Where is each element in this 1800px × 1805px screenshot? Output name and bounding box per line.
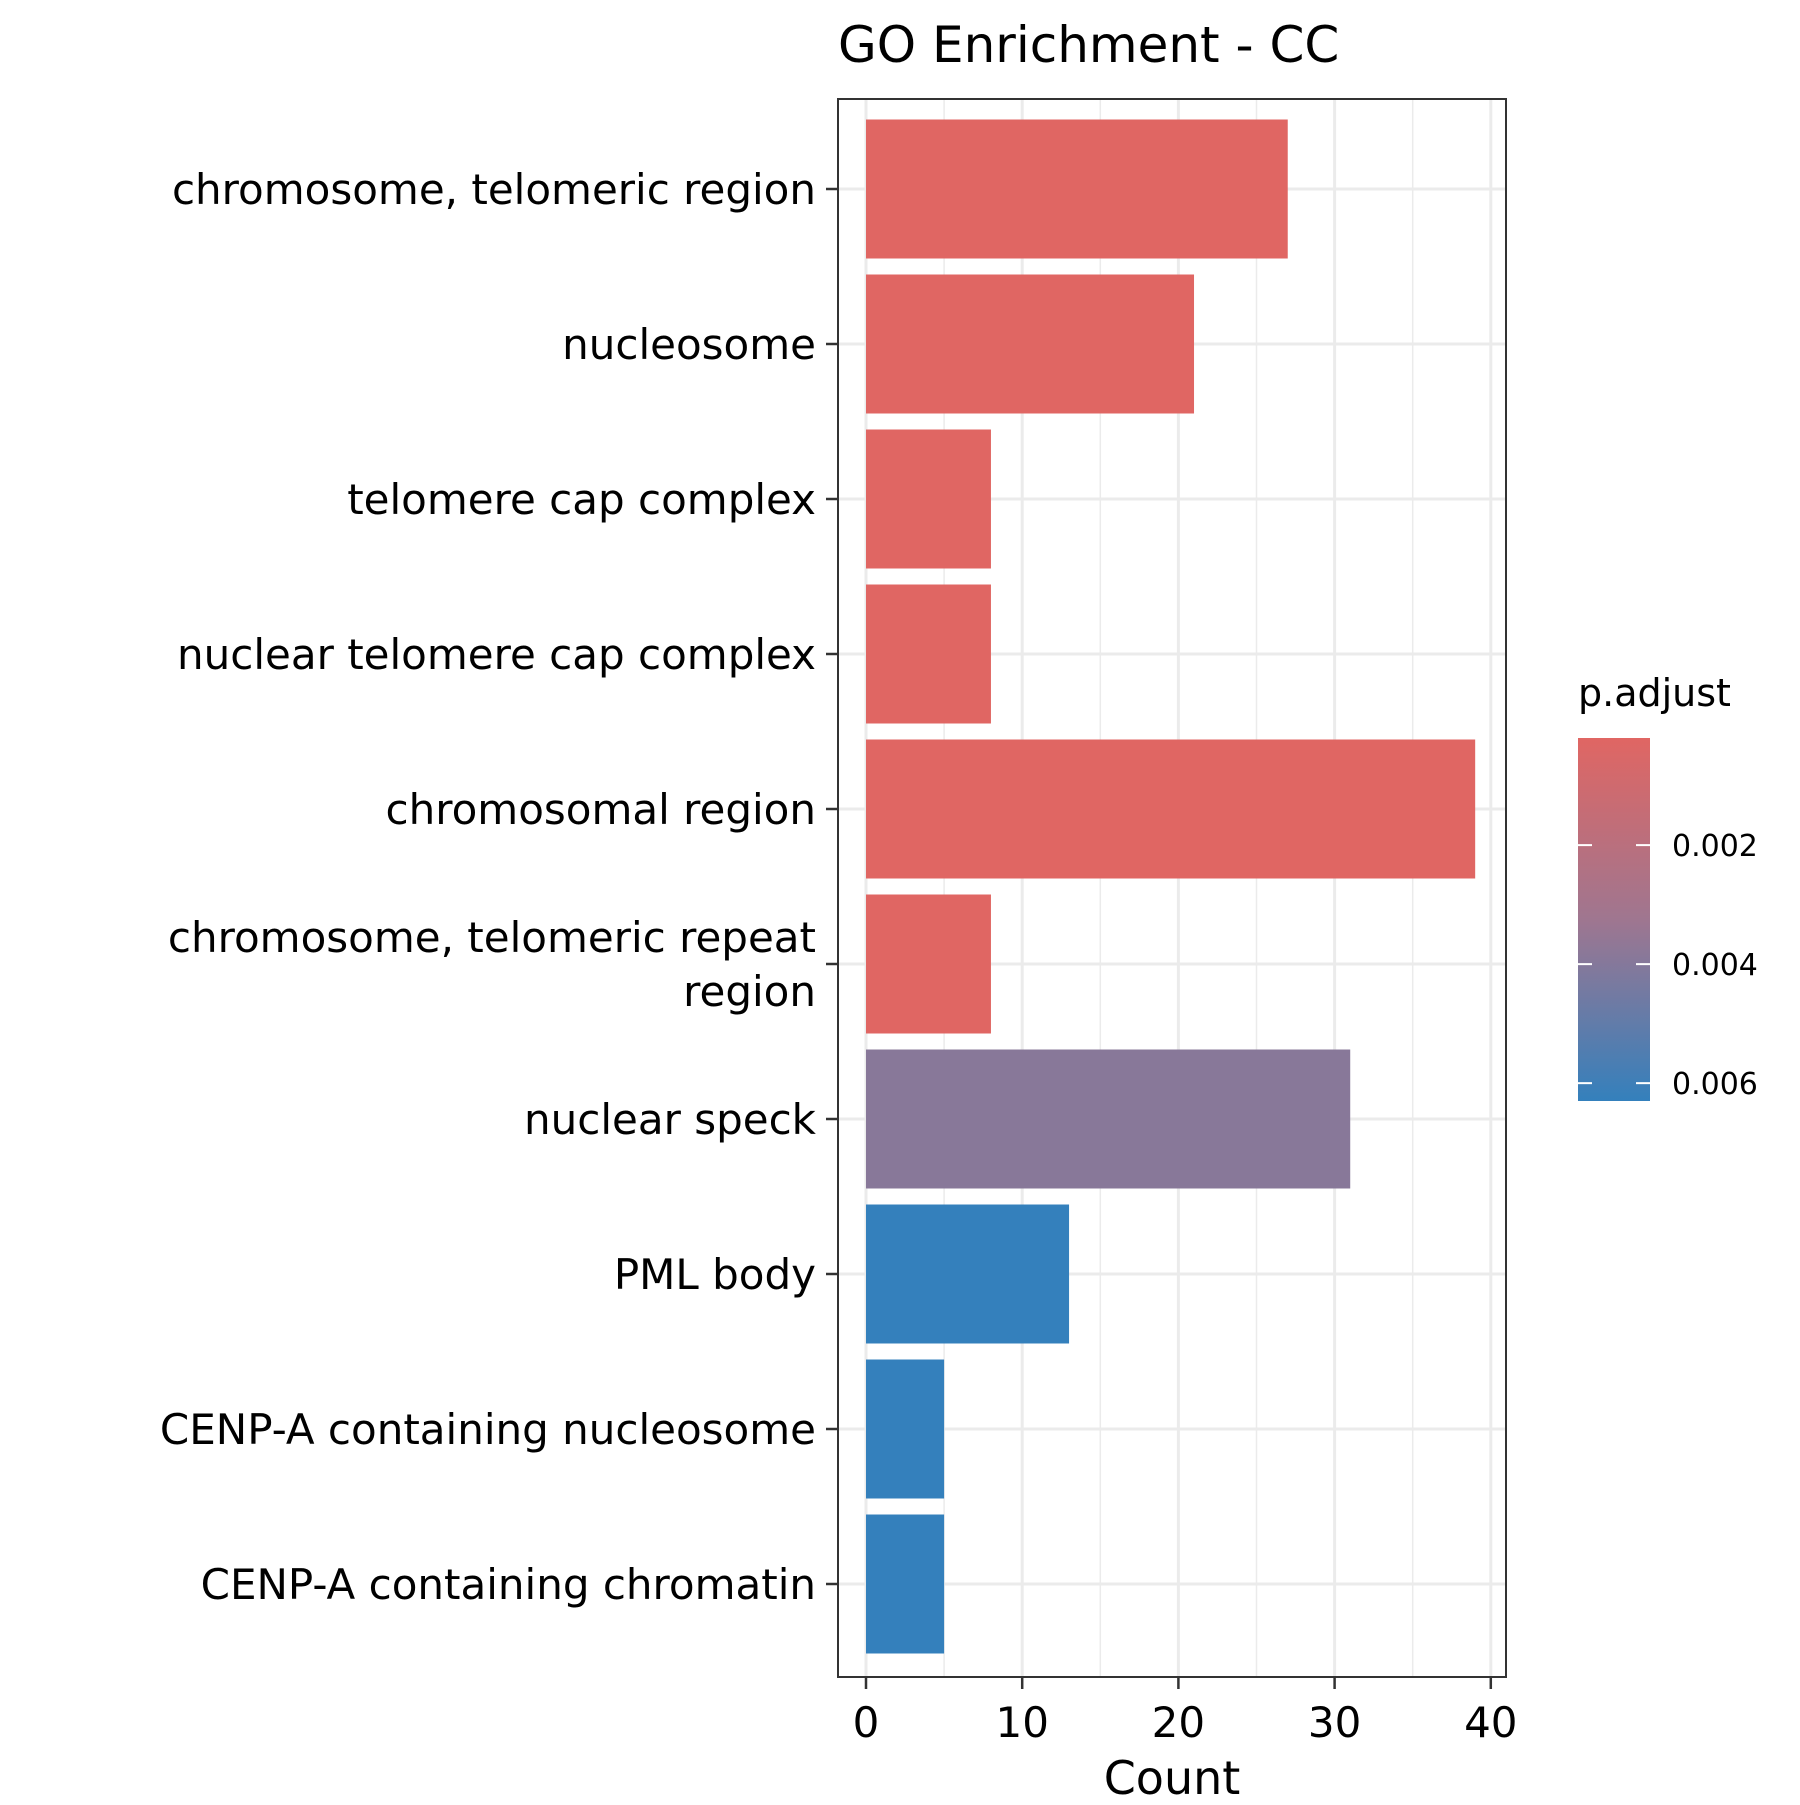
y-axis: chromosome, telomeric region nucleosome te… [160, 165, 838, 1609]
bar [866, 1514, 945, 1654]
panel-border [837, 98, 1507, 1678]
bar [866, 739, 1476, 879]
bar [866, 1049, 1351, 1189]
x-axis: 0 10 20 30 40 [853, 1677, 1518, 1747]
y-tick-label: chromosome, telomeric region [172, 165, 816, 214]
x-tick-label: 10 [995, 1698, 1048, 1747]
x-tick-label: 30 [1308, 1698, 1361, 1747]
x-axis-title: Count [1104, 1751, 1241, 1800]
legend-title: p.adjust [1578, 671, 1731, 715]
bar [866, 584, 991, 724]
y-tick-label: PML body [614, 1250, 816, 1299]
bar [866, 894, 991, 1034]
y-tick-label: CENP-A containing nucleosome [160, 1405, 816, 1454]
y-tick-label: nucleosome [562, 320, 816, 369]
bar [866, 1359, 945, 1499]
bar [866, 274, 1195, 414]
bar [866, 1204, 1070, 1344]
y-tick-label: chromosome, telomeric repeat region [168, 913, 816, 1016]
bar [866, 429, 991, 569]
legend-ticks: 0.002 0.004 0.006 [1578, 829, 1758, 1102]
x-tick-label: 0 [853, 1698, 880, 1747]
x-tick-label: 40 [1464, 1698, 1517, 1747]
x-tick-label: 20 [1152, 1698, 1205, 1747]
y-tick-label: CENP-A containing chromatin [201, 1560, 816, 1609]
legend: p.adjust 0.002 0.004 0.006 [1578, 671, 1758, 1102]
legend-colorbar [1578, 738, 1650, 1101]
y-tick-label: telomere cap complex [347, 475, 816, 524]
legend-tick-label: 0.002 [1672, 829, 1758, 864]
bar [866, 119, 1288, 259]
y-tick-label: nuclear speck [524, 1095, 817, 1144]
bars [866, 119, 1476, 1654]
y-tick-label: nuclear telomere cap complex [177, 630, 816, 679]
y-tick-label: chromosomal region [386, 785, 816, 834]
chart-title: GO Enrichment - CC [838, 16, 1339, 74]
legend-tick-label: 0.006 [1672, 1067, 1758, 1102]
legend-tick-label: 0.004 [1672, 948, 1758, 983]
